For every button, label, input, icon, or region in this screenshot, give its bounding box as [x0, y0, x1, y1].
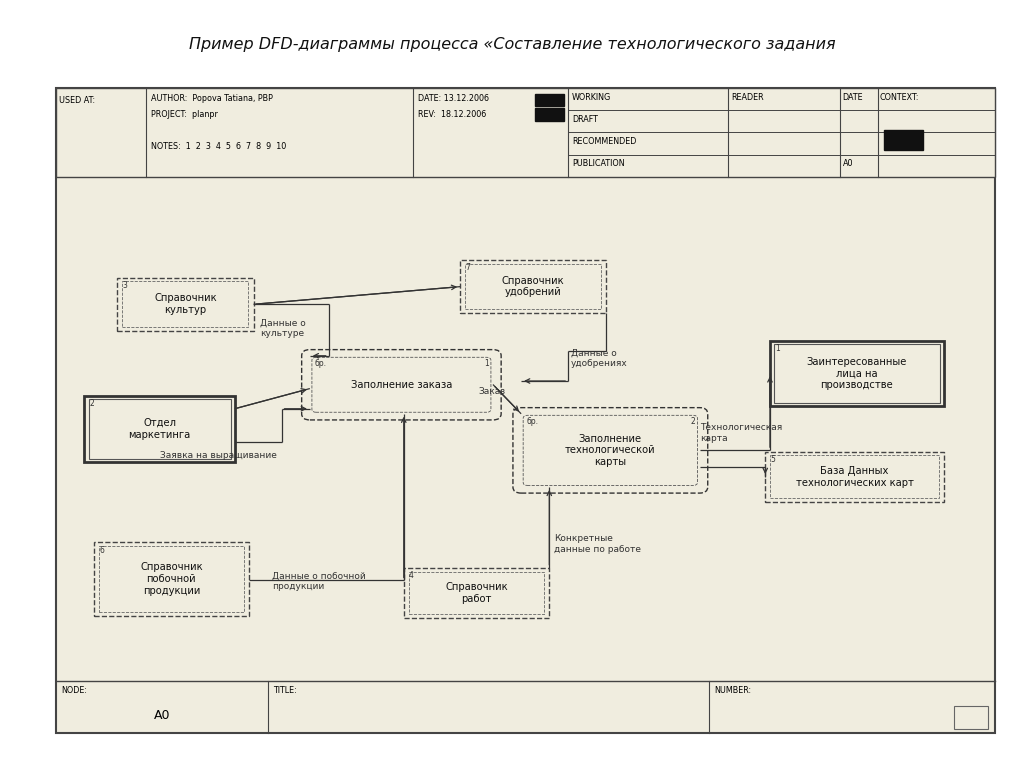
- Bar: [123, 281, 249, 326]
- Text: 1: 1: [775, 344, 780, 353]
- Text: DATE: DATE: [843, 93, 863, 101]
- Bar: [536, 108, 564, 121]
- Bar: [85, 396, 234, 462]
- FancyBboxPatch shape: [513, 408, 708, 493]
- Bar: [99, 546, 244, 612]
- Text: Справочник
культур: Справочник культур: [155, 293, 217, 315]
- Text: бр.: бр.: [315, 359, 327, 368]
- Text: Справочник
работ: Справочник работ: [445, 582, 508, 604]
- Text: 4: 4: [409, 571, 414, 580]
- Text: Справочник
побочной
продукции: Справочник побочной продукции: [140, 562, 203, 596]
- Text: 5: 5: [770, 455, 775, 464]
- Text: 3: 3: [123, 280, 127, 290]
- Text: 2: 2: [90, 399, 94, 409]
- Text: NUMBER:: NUMBER:: [714, 686, 752, 695]
- Bar: [770, 455, 939, 498]
- Text: USED AT:: USED AT:: [59, 96, 95, 105]
- Bar: [465, 263, 600, 309]
- Text: PUBLICATION: PUBLICATION: [572, 159, 625, 168]
- Text: 7: 7: [465, 263, 470, 272]
- Text: Отдел
маркетинга: Отдел маркетинга: [128, 418, 190, 440]
- Text: 6: 6: [99, 545, 103, 554]
- Text: TITLE:: TITLE:: [272, 686, 297, 695]
- Bar: [770, 341, 944, 406]
- Text: DATE: 13.12.2006: DATE: 13.12.2006: [418, 94, 489, 104]
- Bar: [460, 260, 605, 313]
- Text: Данные о
удобрениях: Данные о удобрениях: [571, 349, 628, 368]
- Text: DRAFT: DRAFT: [572, 115, 598, 124]
- Text: Данные о побочной
продукции: Данные о побочной продукции: [272, 571, 366, 591]
- Text: NOTES:  1  2  3  4  5  6  7  8  9  10: NOTES: 1 2 3 4 5 6 7 8 9 10: [151, 142, 286, 151]
- Text: бр.: бр.: [526, 417, 539, 426]
- Text: Заполнение заказа: Заполнение заказа: [350, 380, 452, 390]
- Text: PROJECT:  planpr: PROJECT: planpr: [151, 110, 217, 119]
- FancyBboxPatch shape: [56, 88, 995, 733]
- Text: Данные о
культуре: Данные о культуре: [260, 318, 306, 338]
- Bar: [884, 130, 923, 151]
- Text: CONTEXT:: CONTEXT:: [880, 93, 920, 101]
- Bar: [94, 542, 249, 616]
- Bar: [536, 94, 564, 106]
- Bar: [409, 571, 544, 614]
- Bar: [118, 277, 254, 330]
- Text: 2: 2: [691, 417, 695, 426]
- Text: REV:  18.12.2006: REV: 18.12.2006: [418, 110, 486, 119]
- Text: AUTHOR:  Popova Tatiana, PBP: AUTHOR: Popova Tatiana, PBP: [151, 94, 272, 104]
- Text: Справочник
удобрений: Справочник удобрений: [502, 276, 564, 297]
- Text: NODE:: NODE:: [61, 686, 87, 695]
- Text: Технологическая
карта: Технологическая карта: [700, 423, 782, 442]
- Text: Пример DFD-диаграммы процесса «Составление технологического задания: Пример DFD-диаграммы процесса «Составлен…: [188, 37, 836, 52]
- Bar: [765, 452, 944, 502]
- Text: A0: A0: [843, 159, 853, 168]
- Bar: [89, 399, 230, 458]
- Text: RECOMMENDED: RECOMMENDED: [572, 137, 637, 146]
- Text: WORKING: WORKING: [572, 93, 611, 101]
- Text: 1: 1: [484, 359, 488, 368]
- Text: Конкретные
данные по работе: Конкретные данные по работе: [554, 535, 641, 554]
- Text: A0: A0: [154, 709, 170, 722]
- Text: Заполнение
технологической
карты: Заполнение технологической карты: [565, 434, 655, 467]
- Bar: [774, 344, 940, 403]
- Text: Заинтересованные
лица на
производстве: Заинтересованные лица на производстве: [807, 357, 907, 390]
- FancyBboxPatch shape: [56, 88, 995, 177]
- FancyBboxPatch shape: [302, 349, 501, 420]
- Text: Заказ: Заказ: [479, 387, 506, 396]
- Text: Заявка на выращивание: Заявка на выращивание: [160, 451, 276, 460]
- Bar: [954, 706, 988, 729]
- Text: База Данных
технологических карт: База Данных технологических карт: [796, 466, 913, 488]
- Bar: [403, 568, 549, 618]
- Text: READER: READER: [731, 93, 764, 101]
